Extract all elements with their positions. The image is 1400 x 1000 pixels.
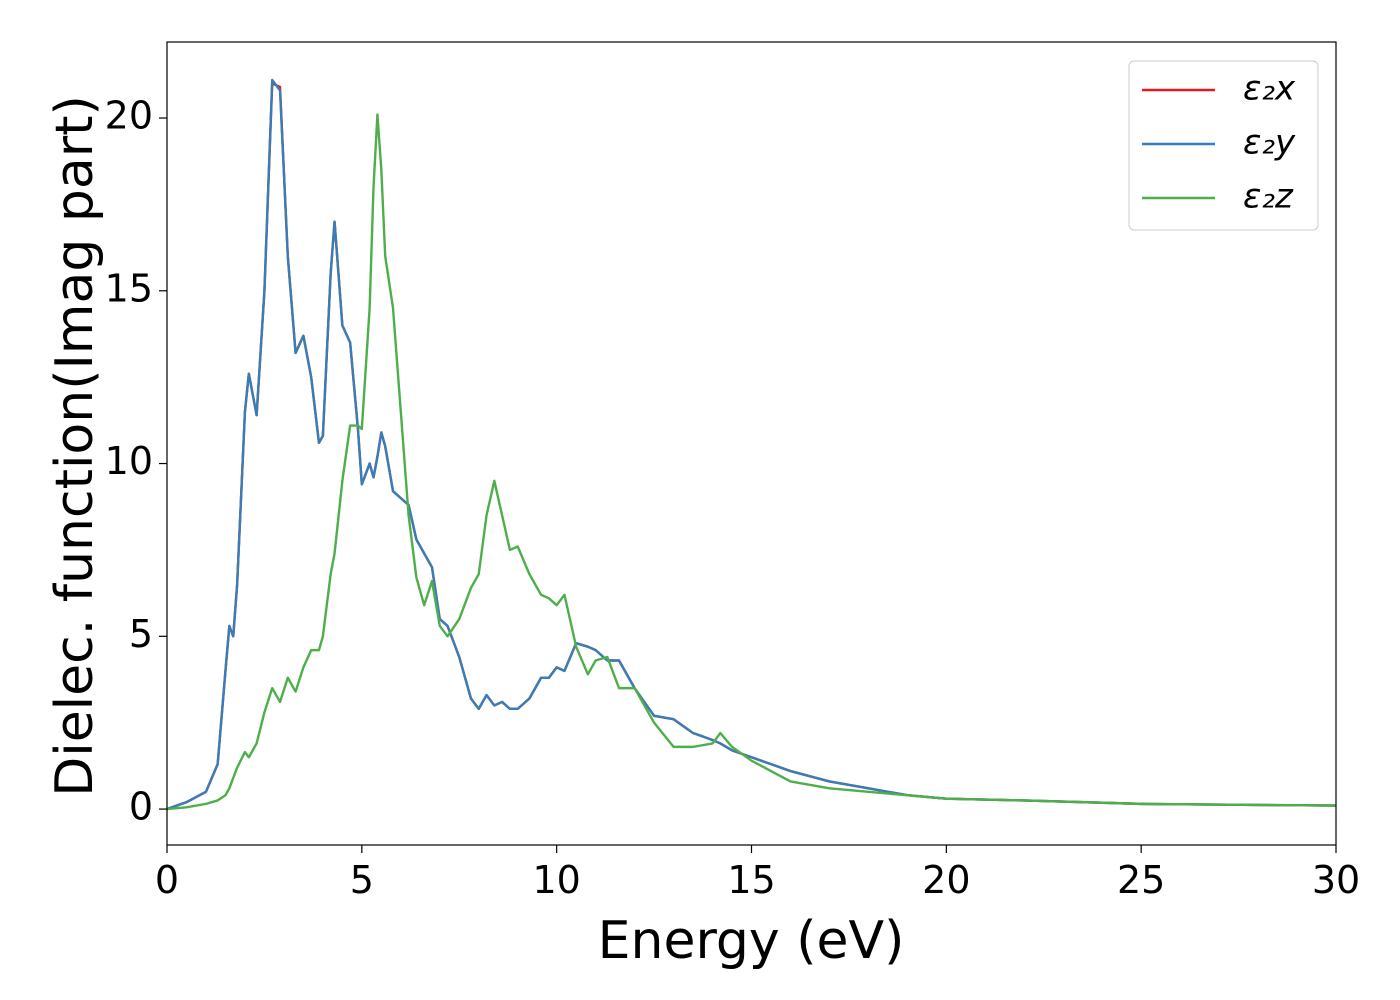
y-tick-label: 10	[105, 439, 153, 483]
legend-label: ε₂y	[1243, 123, 1296, 163]
x-tick-label: 10	[532, 858, 580, 902]
y-tick-label: 20	[105, 94, 153, 138]
x-axis-label: Energy (eV)	[598, 911, 905, 971]
plot-frame	[166, 41, 1337, 846]
y-tick-label: 0	[129, 785, 153, 829]
legend-label: ε₂z	[1243, 177, 1294, 217]
x-tick-label: 0	[155, 858, 179, 902]
legend-label: ε₂x	[1243, 69, 1296, 109]
y-tick-label: 5	[129, 612, 153, 656]
x-tick-label: 25	[1117, 858, 1165, 902]
x-tick-label: 30	[1312, 858, 1360, 902]
y-axis-label: Dielec. function(Imag part)	[45, 95, 105, 797]
data-line	[167, 78, 1336, 811]
y-tick-label: 15	[105, 266, 153, 310]
data-line	[167, 113, 1336, 811]
x-tick-label: 5	[350, 858, 374, 902]
legend-box	[1128, 60, 1319, 231]
x-tick-label: 20	[922, 858, 970, 902]
x-tick-label: 15	[727, 858, 775, 902]
